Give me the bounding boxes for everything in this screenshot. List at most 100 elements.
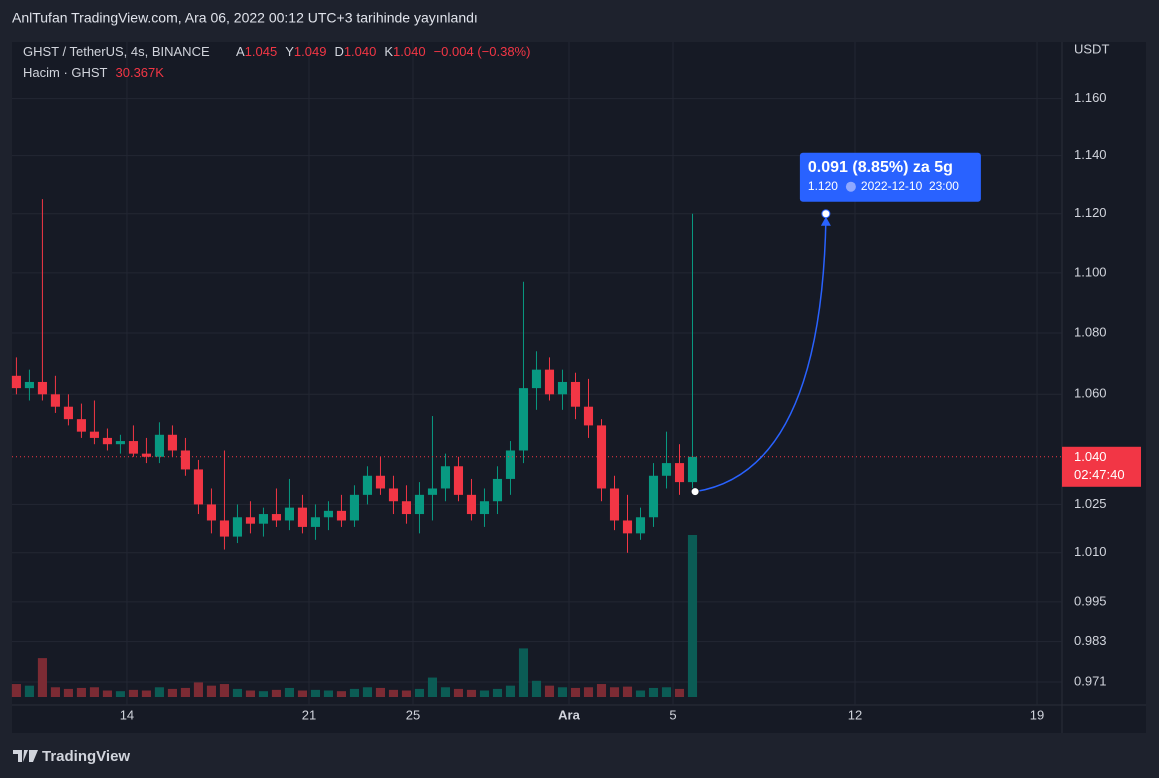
volume-bar bbox=[180, 687, 190, 697]
y-tick-label: 1.160 bbox=[1074, 90, 1107, 105]
brand-name: TradingView bbox=[42, 748, 130, 765]
volume-bar bbox=[453, 688, 464, 697]
arrow-head bbox=[820, 216, 831, 226]
volume-bar bbox=[648, 687, 659, 697]
candle-body bbox=[76, 419, 86, 432]
volume-bar bbox=[219, 684, 229, 697]
candle-body bbox=[635, 517, 646, 534]
volume-bar bbox=[349, 688, 360, 697]
volume-bar bbox=[193, 682, 203, 697]
candle-body bbox=[596, 425, 607, 489]
volume-bar bbox=[128, 689, 138, 697]
ohlc-value: 1.045 bbox=[245, 44, 278, 59]
volume-bar bbox=[583, 687, 594, 697]
x-tick-label: Ara bbox=[558, 707, 580, 722]
volume-bar bbox=[674, 688, 685, 697]
candle-body bbox=[245, 517, 255, 524]
volume-bar bbox=[414, 688, 425, 697]
volume-bar bbox=[505, 685, 516, 697]
grid bbox=[12, 42, 1062, 705]
volume-bar bbox=[440, 687, 451, 697]
candle-body bbox=[89, 431, 99, 438]
candle-body bbox=[648, 475, 659, 518]
candle-body bbox=[271, 514, 282, 521]
candle-body bbox=[570, 381, 581, 407]
volume-bar bbox=[76, 687, 86, 697]
volume-bar bbox=[50, 687, 60, 697]
projection-end bbox=[821, 209, 831, 219]
volume-bar bbox=[375, 687, 386, 697]
volume-bar bbox=[310, 689, 321, 697]
volume-bar bbox=[687, 535, 698, 697]
annotation-box bbox=[799, 152, 981, 202]
candle-body bbox=[401, 501, 412, 515]
ohlc-key: D bbox=[334, 44, 343, 59]
volume-bar bbox=[206, 685, 216, 697]
plot bbox=[11, 199, 1062, 697]
candle-body bbox=[50, 394, 60, 407]
ohlc-value: 1.040 bbox=[344, 44, 377, 59]
candle-body bbox=[479, 501, 490, 515]
volume-bar bbox=[24, 685, 34, 697]
candle-body bbox=[505, 450, 516, 479]
volume-bar bbox=[297, 690, 308, 697]
volume-bar bbox=[401, 690, 412, 697]
candle-body bbox=[180, 450, 190, 470]
candle-body bbox=[674, 463, 685, 483]
candle-body bbox=[362, 475, 373, 495]
publisher: AnlTufan TradingView.com, Ara 06, 2022 0… bbox=[12, 10, 478, 26]
ohlc-legend: A1.045 Y1.049 D1.040 K1.040 −0.004 (−0.38%) bbox=[236, 44, 530, 59]
countdown: 02:47:40 bbox=[1074, 467, 1125, 482]
candle-body bbox=[583, 406, 594, 426]
candle-body bbox=[466, 494, 477, 515]
candle-body bbox=[310, 517, 321, 527]
candle-body bbox=[63, 406, 73, 420]
last-price-tag bbox=[1062, 446, 1141, 487]
candle-body bbox=[167, 434, 177, 451]
y-tick-label: 1.140 bbox=[1074, 147, 1107, 162]
y-tick-label: 1.100 bbox=[1074, 264, 1107, 279]
candle-body bbox=[622, 520, 633, 534]
candle-body bbox=[11, 375, 21, 389]
legend-line: GHST / TetherUS, 4s, BINANCE bbox=[23, 44, 210, 59]
volume-bar bbox=[89, 687, 99, 697]
volume-label: Hacim · GHST bbox=[23, 65, 108, 80]
ohlc-value: 1.049 bbox=[294, 44, 327, 59]
volume-bar bbox=[570, 687, 581, 697]
x-tick-label: 5 bbox=[669, 707, 676, 722]
volume-bar bbox=[63, 688, 73, 697]
candle-body bbox=[687, 456, 698, 483]
candle-body bbox=[349, 494, 360, 521]
x-tick-label: 19 bbox=[1030, 707, 1044, 722]
candle-body bbox=[154, 434, 164, 457]
volume-bar bbox=[609, 687, 620, 697]
volume-bar bbox=[245, 690, 255, 697]
volume-bar bbox=[37, 658, 47, 697]
volume-bar bbox=[427, 677, 438, 697]
volume-bar bbox=[635, 690, 646, 697]
ohlc-key: Y bbox=[285, 44, 294, 59]
volume-value: 30.367K bbox=[116, 65, 165, 80]
candle-body bbox=[219, 520, 229, 537]
candle-body bbox=[609, 488, 620, 521]
volume-bar bbox=[388, 689, 399, 697]
volume-bar bbox=[492, 688, 503, 697]
candle-body bbox=[492, 478, 503, 502]
ohlc-key: A bbox=[236, 44, 245, 59]
brand: TradingView bbox=[13, 748, 130, 765]
candle-body bbox=[440, 466, 451, 489]
candle-body bbox=[115, 441, 125, 445]
candle-body bbox=[544, 369, 555, 395]
candle-body bbox=[375, 475, 386, 489]
candle-body bbox=[661, 463, 672, 476]
x-tick-label: 12 bbox=[848, 707, 862, 722]
candle-body bbox=[141, 453, 151, 457]
brand-logo bbox=[13, 750, 38, 762]
volume-bar bbox=[284, 687, 295, 697]
currency: USDT bbox=[1074, 41, 1109, 56]
candle-body bbox=[37, 381, 47, 395]
y-tick-label: 0.983 bbox=[1074, 633, 1107, 648]
annotation-date: 2022-12-10 23:00 bbox=[861, 179, 959, 193]
change: −0.004 (−0.38%) bbox=[434, 44, 531, 59]
volume-bar bbox=[102, 690, 112, 697]
